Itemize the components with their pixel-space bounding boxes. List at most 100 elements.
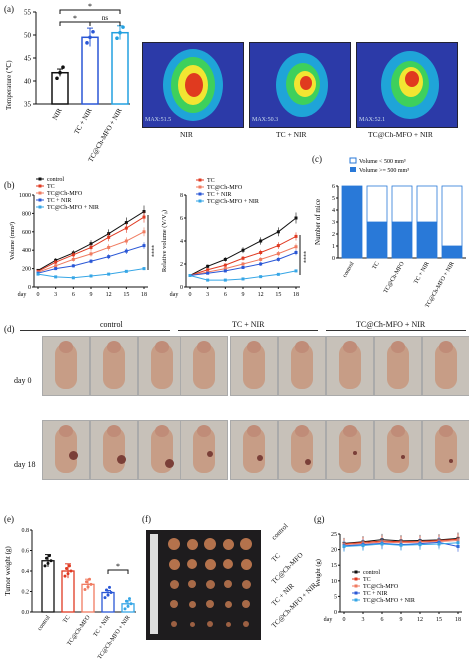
data-point (142, 230, 146, 234)
stacked-bar (441, 245, 463, 259)
mouse-body (55, 343, 77, 389)
data-point (107, 235, 111, 239)
data-point (276, 230, 280, 234)
tumor-row-label: TC (270, 551, 282, 564)
thermal-label-tc-nir: TC + NIR (276, 130, 307, 139)
mouse-body (243, 427, 265, 473)
data-point (276, 272, 280, 276)
tumor-sample (225, 621, 231, 627)
data-point (49, 559, 53, 563)
data-point (124, 239, 128, 243)
y-axis-label: Volume (mm³) (9, 222, 16, 260)
tumor-row-label: control (270, 521, 290, 542)
y-tick-label: 4 (180, 239, 183, 245)
ruler (150, 534, 158, 634)
x-tick-label: 12 (258, 292, 264, 298)
tumor-spot (69, 451, 78, 460)
mouse-photo (374, 420, 422, 480)
data-point (107, 255, 111, 259)
y-tick-label: 4 (332, 208, 335, 214)
group-divider (178, 330, 318, 331)
stacked-bar (391, 185, 413, 223)
data-point (276, 252, 280, 256)
data-point (223, 269, 227, 273)
x-tick-label: 15 (436, 617, 442, 623)
mouse-body (435, 343, 457, 389)
data-point (58, 70, 62, 75)
mouse-photo (326, 420, 374, 480)
mouse-photo (90, 420, 138, 480)
data-point (128, 597, 131, 601)
data-point (276, 257, 280, 261)
data-point (142, 267, 146, 271)
y-tick-label: 0 (332, 256, 335, 262)
data-point (259, 257, 263, 261)
tumor-sample (206, 600, 214, 608)
y-axis-label: Relative volume (V/V₀) (161, 210, 168, 272)
y-tick-label: 0 (28, 285, 31, 291)
y-tick-label: 45 (24, 55, 32, 63)
data-point (294, 234, 298, 238)
tumor-sample (207, 621, 213, 627)
mouse-head (295, 425, 309, 437)
mouse-photo (326, 336, 374, 396)
x-tick-label: 9 (242, 292, 245, 298)
tumor-sample (223, 559, 233, 569)
data-point (142, 244, 146, 248)
x-tick-label: NIR (51, 107, 64, 122)
y-tick-label: 1000 (19, 193, 31, 199)
tumor-sample (171, 621, 177, 627)
x-tick-label: control (342, 261, 356, 279)
data-point (88, 577, 91, 581)
legend-marker (38, 191, 42, 195)
y-tick-label: 6 (332, 184, 335, 190)
group-divider (326, 330, 466, 331)
mouse-photo (278, 336, 326, 396)
data-point (85, 580, 88, 584)
legend-marker (198, 185, 202, 189)
mouse-head (155, 341, 169, 353)
thermal-readout-nir: MAX:51.5 (145, 117, 172, 123)
data-point (223, 267, 227, 271)
thermal-label-tcchmfo-nir: TC@Ch-MFO + NIR (368, 130, 433, 139)
data-point (223, 278, 227, 282)
y-tick-label: 600 (22, 230, 31, 236)
x-tick-label: 18 (455, 617, 461, 623)
y-tick-label: 200 (22, 267, 31, 273)
mouse-head (247, 425, 261, 437)
tumor-sample (204, 558, 216, 570)
data-point (89, 274, 93, 278)
legend-label: TC + NIR (363, 591, 387, 597)
mouse-head (197, 341, 211, 353)
legend-marker (354, 577, 358, 581)
y-tick-label: 20 (331, 548, 337, 554)
data-point (89, 252, 93, 256)
data-point (361, 544, 365, 548)
panel-label-g: (g) (314, 514, 325, 524)
data-point (241, 256, 245, 260)
data-point (43, 564, 47, 568)
legend-marker (198, 178, 202, 182)
data-point (276, 244, 280, 248)
data-point (437, 542, 441, 546)
x-tick-label: 3 (206, 292, 209, 298)
x-tick-label: TC + NIR (93, 615, 112, 638)
sig-label: * (73, 14, 77, 23)
legend-marker (354, 570, 358, 574)
y-axis-label: Weight (g) (315, 559, 322, 587)
y-tick-label: 0 (180, 285, 183, 291)
legend-label: control (363, 570, 380, 576)
tumor-spot (117, 455, 126, 464)
data-point (380, 542, 384, 546)
y-axis-label: Number of mice (314, 199, 322, 245)
data-point (89, 259, 93, 263)
mouse-photo (230, 420, 278, 480)
data-point (91, 29, 95, 34)
x-tick-label: 6 (72, 292, 75, 298)
y-tick-label: 6 (180, 216, 183, 222)
legend-label: Volume >= 500 mm³ (359, 168, 409, 174)
data-point (109, 591, 113, 595)
legend-label: Volume < 500 mm³ (359, 159, 406, 165)
y-tick-label: 40 (24, 78, 32, 86)
mouse-body (55, 427, 77, 473)
